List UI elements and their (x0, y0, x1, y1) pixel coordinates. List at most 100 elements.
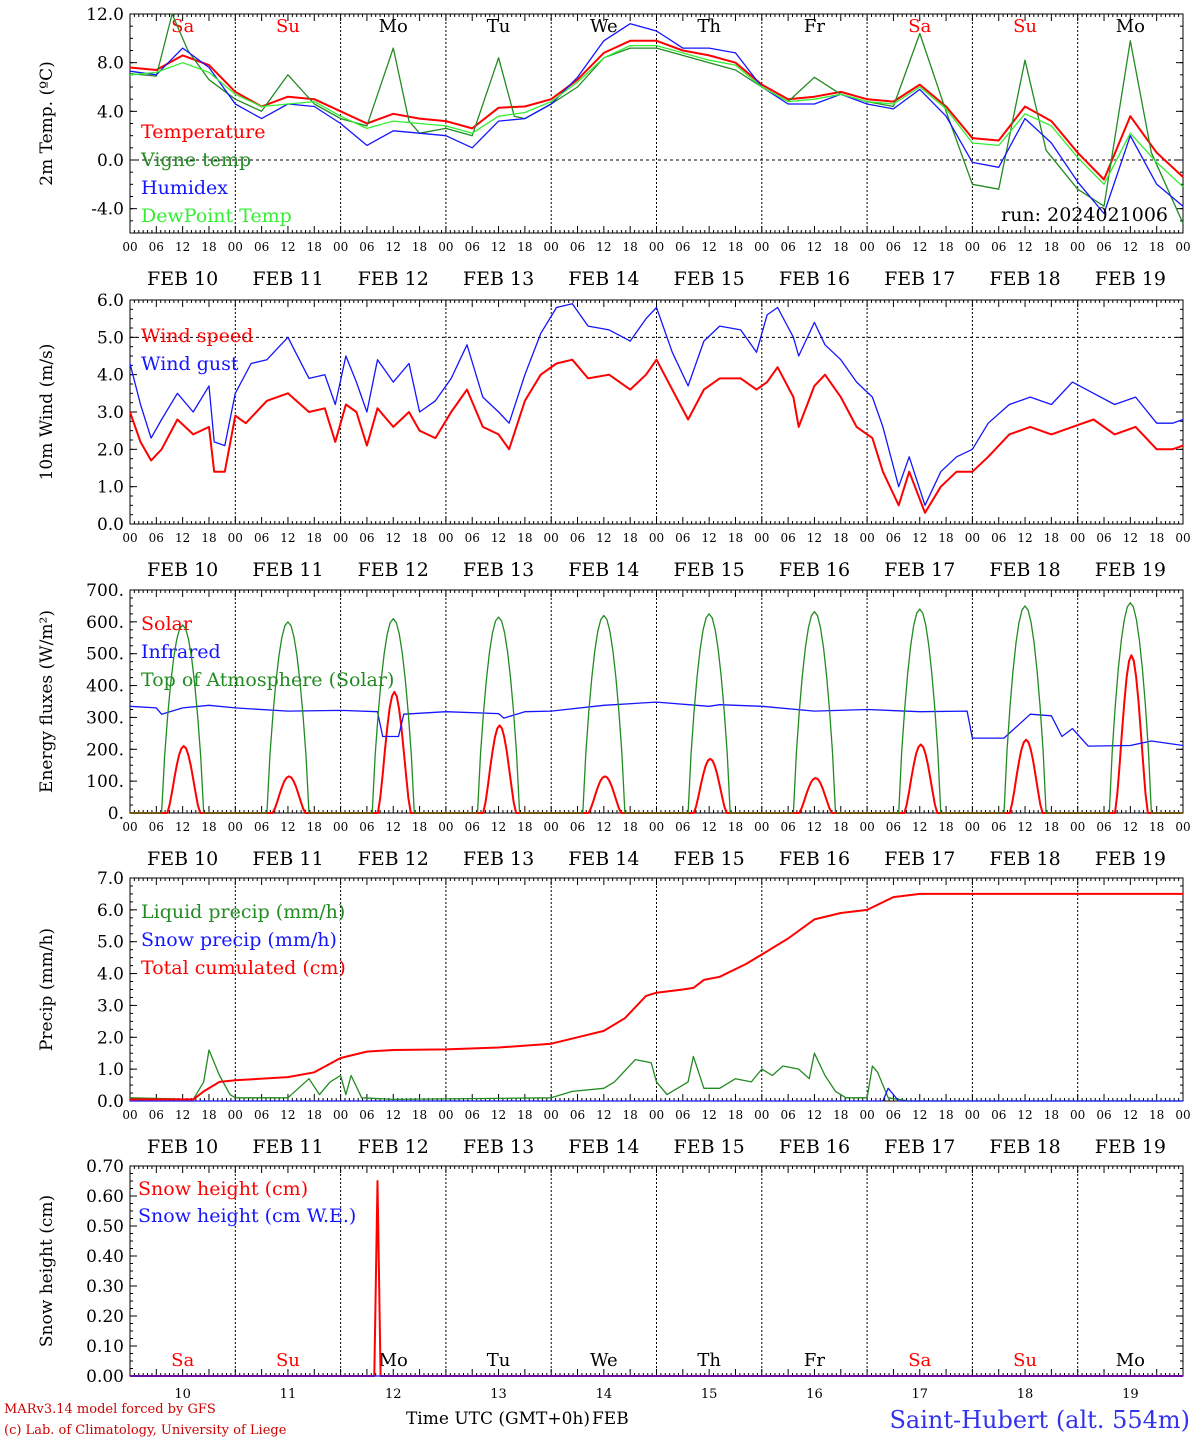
series-line-dewpoint-temp (129, 44, 1184, 188)
x-hour-label: 12 (1017, 531, 1032, 545)
x-hour-label: 18 (728, 240, 743, 254)
y-tick-label: 1.0 (97, 478, 124, 498)
x-hour-label: 12 (596, 820, 611, 834)
y-tick-label: 0.20 (86, 1307, 124, 1327)
y-axis-label: Snow height (cm) (37, 1195, 57, 1347)
x-hour-label: 00 (859, 1108, 874, 1122)
y-tick-label: 5.0 (97, 933, 124, 953)
weekday-label: Tu (487, 1350, 511, 1371)
x-hour-label: 06 (359, 531, 374, 545)
x-hour-label: 06 (886, 1108, 901, 1122)
x-hour-label: 00 (965, 820, 980, 834)
weekday-label: Su (276, 1350, 300, 1371)
x-hour-label: 06 (465, 1108, 480, 1122)
x-date-label: FEB 12 (358, 559, 429, 581)
x-date-label: FEB 15 (674, 848, 745, 870)
x-hour-label: 00 (544, 240, 559, 254)
x-hour-label: 12 (491, 1108, 506, 1122)
y-tick-label: 12.0 (86, 5, 124, 25)
x-hour-label: 12 (175, 1108, 190, 1122)
x-hour-label: 18 (201, 240, 216, 254)
x-hour-label: 00 (1070, 1108, 1085, 1122)
x-hour-label: 06 (254, 240, 269, 254)
y-axis-label: 10m Wind (m/s) (37, 344, 57, 481)
x-hour-label: 00 (965, 531, 980, 545)
y-tick-label: 0. (108, 804, 124, 824)
y-tick-label: 1.0 (97, 1060, 124, 1080)
x-date-label: FEB 17 (884, 848, 955, 870)
x-hour-label: 06 (1096, 531, 1111, 545)
panel-1: -4.0 0.0 4.0 8.0 12.0 2m Temp. (ºC) 00 06 12 18 FE… (37, 5, 1191, 290)
x-hour-label: 00 (649, 820, 664, 834)
x-hour-label: 12 (491, 820, 506, 834)
x-hour-label: 18 (938, 240, 953, 254)
x-hour-label: 00 (1070, 531, 1085, 545)
x-hour-label: 06 (149, 1108, 164, 1122)
weekday-label: Th (697, 1350, 721, 1371)
x-date-label: FEB 15 (674, 1136, 745, 1158)
x-hour-label: 00 (1070, 240, 1085, 254)
x-hour-label: 18 (517, 820, 532, 834)
weekday-label: Mo (1116, 1350, 1145, 1371)
x-hour-label: 18 (938, 531, 953, 545)
panel-5: 0.00 0.10 0.20 0.30 0.40 0.50 0.60 0.70 Snow hei… (37, 1157, 1184, 1402)
x-date-label: FEB 16 (779, 848, 850, 870)
model-credit: MARv3.14 model forced by GFS (4, 1402, 216, 1417)
y-tick-label: 0.70 (86, 1157, 124, 1177)
x-hour-label: 18 (938, 820, 953, 834)
weekday-label: Mo (1116, 16, 1145, 37)
x-hour-label: 18 (1149, 820, 1164, 834)
x-hour-label: 06 (991, 531, 1006, 545)
series-line-snow-precip-mm-h- (130, 1087, 1183, 1102)
x-hour-label: 18 (623, 531, 638, 545)
x-hour-label: 06 (359, 820, 374, 834)
x-hour-label: 18 (728, 531, 743, 545)
x-date-label: FEB 12 (358, 268, 429, 290)
x-hour-label: 12 (386, 240, 401, 254)
x-hour-label: 12 (912, 820, 927, 834)
legend-entry: Snow precip (mm/h) (141, 929, 337, 951)
x-hour-label: 18 (1044, 531, 1059, 545)
x-hour-label: 00 (438, 1108, 453, 1122)
series-line-top-of-atmosphere-solar- (130, 602, 1183, 814)
y-tick-label: 4.0 (97, 366, 124, 386)
x-hour-label: 00 (122, 240, 137, 254)
x-hour-label: 12 (596, 1108, 611, 1122)
run-annotation: run: 2024021006 (1001, 204, 1168, 226)
series-line-total-cumulated-cm- (130, 892, 1183, 1101)
x-hour-label: 18 (517, 1108, 532, 1122)
x-hour-label: 00 (122, 820, 137, 834)
x-hour-label: 12 (491, 240, 506, 254)
series-line-liquid-precip-mm-h- (129, 1049, 1183, 1102)
x-hour-label: 00 (438, 820, 453, 834)
x-hour-label: 06 (1096, 1108, 1111, 1122)
x-date-label: FEB 10 (147, 848, 218, 870)
x-hour-label: 06 (780, 820, 795, 834)
weekday-label: Fr (804, 1350, 825, 1371)
x-hour-label: 00 (649, 240, 664, 254)
x-date-label: FEB 17 (884, 268, 955, 290)
x-date-label: FEB 11 (252, 268, 323, 290)
x-hour-label: 12 (280, 820, 295, 834)
meteogram-panels: -4.0 0.0 4.0 8.0 12.0 2m Temp. (ºC) 00 06 12 18 FE… (37, 5, 1191, 1402)
day-number-label: 16 (806, 1387, 823, 1402)
x-hour-label: 00 (965, 1108, 980, 1122)
x-hour-label: 06 (886, 820, 901, 834)
x-hour-label: 00 (1175, 531, 1190, 545)
y-tick-label: 2.0 (97, 440, 124, 460)
x-hour-label: 00 (438, 240, 453, 254)
panel-4: 0.0 1.0 2.0 3.0 4.0 5.0 6.0 7.0 Precip (mm/h) 00 0… (37, 869, 1191, 1158)
x-hour-label: 18 (517, 531, 532, 545)
x-hour-label: 06 (991, 820, 1006, 834)
x-hour-label: 18 (201, 531, 216, 545)
x-hour-label: 12 (175, 820, 190, 834)
x-date-label: FEB 18 (989, 559, 1060, 581)
x-hour-label: 18 (728, 1108, 743, 1122)
x-hour-label: 12 (386, 820, 401, 834)
x-hour-label: 18 (623, 1108, 638, 1122)
x-hour-label: 06 (570, 240, 585, 254)
x-hour-label: 18 (201, 1108, 216, 1122)
legend-entry: Humidex (141, 177, 228, 199)
y-tick-label: 0.40 (86, 1247, 124, 1267)
